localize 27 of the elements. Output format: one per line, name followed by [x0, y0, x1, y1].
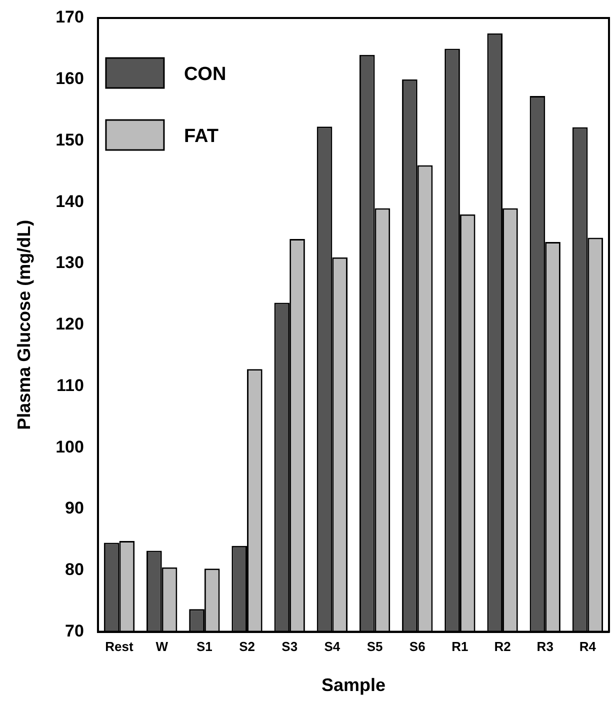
x-tick-label: S6 [409, 639, 426, 654]
x-tick-label: S3 [282, 639, 298, 654]
x-tick-label: S1 [196, 639, 212, 654]
y-tick-label: 160 [56, 69, 84, 88]
y-tick-label: 80 [65, 560, 84, 580]
x-tick-label: S2 [239, 639, 255, 654]
x-tick-label: S5 [366, 639, 383, 654]
y-tick-label: 120 [56, 314, 84, 334]
y-tick-label: 110 [56, 376, 84, 395]
y-tick-label: 170 [56, 8, 84, 27]
x-tick-label: R1 [452, 639, 468, 654]
y-tick-label: 150 [56, 130, 84, 150]
x-tick-label: Rest [105, 639, 134, 654]
y-axis-title: Plasma Glucose (mg/dL) [14, 220, 34, 430]
x-tick-label: R4 [579, 639, 597, 654]
legend-label: CON [184, 64, 226, 86]
x-tick-label: S4 [324, 639, 341, 654]
y-tick-label: 70 [65, 621, 84, 640]
x-tick-label: R2 [494, 639, 511, 654]
y-tick-label: 100 [56, 437, 84, 456]
y-tick-label: 130 [56, 253, 84, 272]
y-tick-label: 140 [56, 192, 84, 211]
legend-label: FAT [184, 126, 219, 148]
y-tick-label: 90 [65, 498, 84, 518]
x-tick-label: R3 [536, 639, 554, 654]
x-tick-label: W [156, 639, 169, 654]
x-axis-title: Sample [321, 675, 386, 696]
